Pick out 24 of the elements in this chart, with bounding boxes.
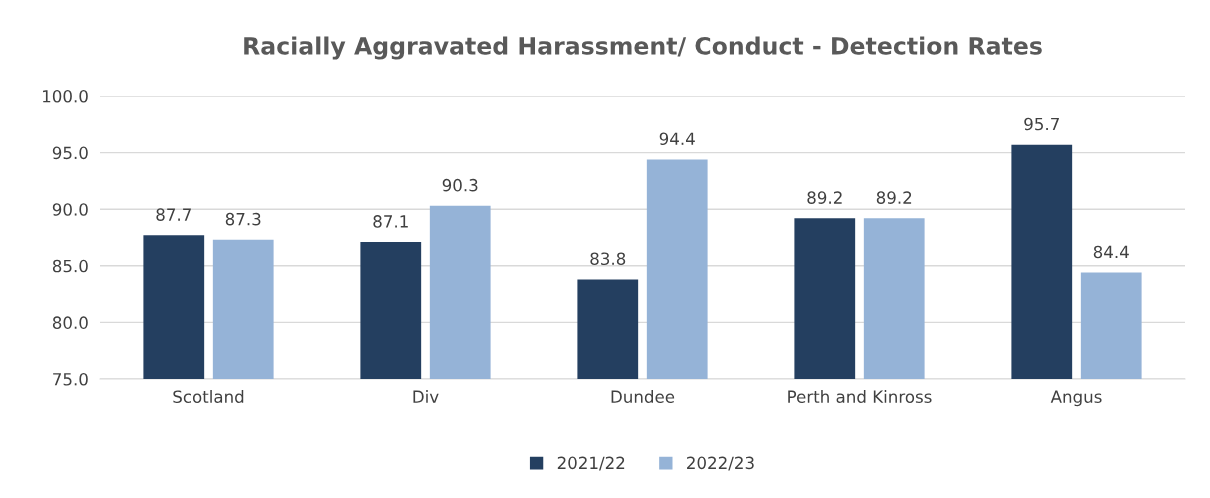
data-label: 87.7	[156, 208, 191, 221]
x-tick-label: Div	[413, 390, 439, 403]
data-label: 87.1	[373, 215, 408, 228]
y-tick-label: 95.0	[52, 146, 88, 160]
chart-title: Racially Aggravated Harassment/ Conduct - Detection Rates	[244, 36, 1042, 60]
data-label: 89.2	[807, 191, 842, 204]
x-tick-label: Scotland	[173, 390, 244, 404]
x-tick-label: Perth and Kinross	[788, 390, 932, 404]
y-tick-label: 90.0	[52, 203, 88, 216]
data-label: 89.2	[876, 191, 912, 204]
x-tick-label: Angus	[1050, 390, 1102, 407]
data-label: 83.8	[590, 252, 626, 266]
y-tick-label: 80.0	[52, 316, 88, 329]
data-label: 95.7	[1024, 117, 1059, 131]
data-label: 84.4	[1093, 245, 1129, 259]
data-label: 94.4	[659, 132, 695, 146]
y-tick-label: 75.0	[53, 372, 88, 386]
data-label: 87.3	[225, 212, 261, 226]
y-tick-label: 100.0	[43, 89, 88, 103]
x-tick-label: Dundee	[611, 390, 675, 404]
y-tick-label: 85.0	[52, 259, 88, 273]
data-label: 90.3	[442, 178, 478, 192]
legend-label: 2021/22	[557, 456, 625, 471]
legend-label: 2022/23	[687, 456, 754, 471]
